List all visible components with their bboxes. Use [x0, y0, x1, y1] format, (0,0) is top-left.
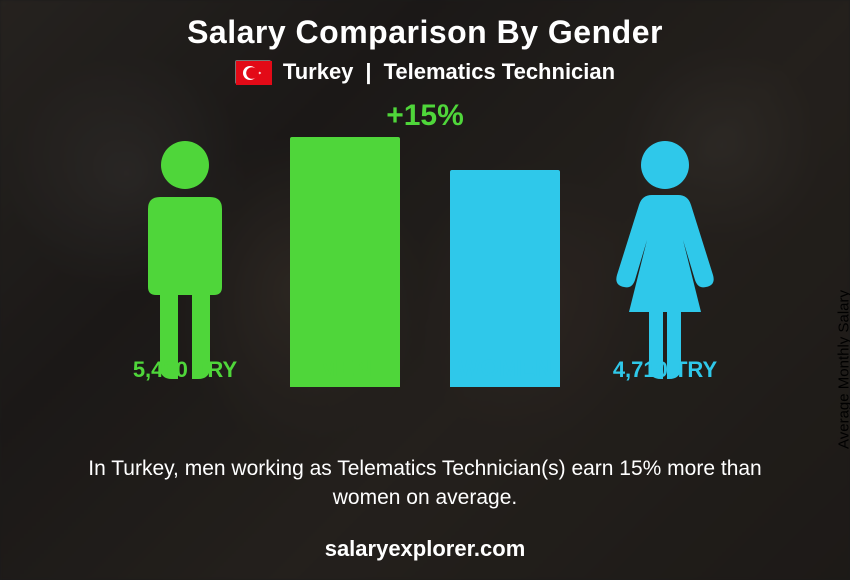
description-text: In Turkey, men working as Telematics Tec…: [65, 455, 785, 512]
separator: |: [365, 59, 371, 85]
women-bar-col: WOMEN: [445, 170, 565, 387]
women-category-label: WOMEN: [445, 355, 565, 383]
difference-label: +15%: [386, 99, 464, 133]
men-bar-col: MEN: [285, 137, 405, 387]
country-label: Turkey: [283, 59, 354, 85]
salary-bar-chart: +15% 5,430 TRY MEN WOMEN 4,710 TRY: [105, 95, 745, 425]
infographic-content: Salary Comparison By Gender Turkey | Tel…: [0, 0, 850, 580]
women-value-label: 4,710 TRY: [585, 357, 745, 383]
women-icon-col: 4,710 TRY: [605, 137, 725, 387]
subtitle-row: Turkey | Telematics Technician: [0, 59, 850, 85]
men-value-label: 5,430 TRY: [105, 357, 265, 383]
woman-icon: [610, 137, 720, 387]
page-title: Salary Comparison By Gender: [0, 0, 850, 51]
turkey-flag-icon: [235, 60, 271, 84]
source-footer: salaryexplorer.com: [0, 536, 850, 562]
men-category-label: MEN: [285, 355, 405, 383]
y-axis-label: Average Monthly Salary: [836, 290, 850, 449]
man-icon: [130, 137, 240, 387]
men-bar: [290, 137, 400, 387]
role-label: Telematics Technician: [384, 59, 616, 85]
men-icon-col: 5,430 TRY: [125, 137, 245, 387]
